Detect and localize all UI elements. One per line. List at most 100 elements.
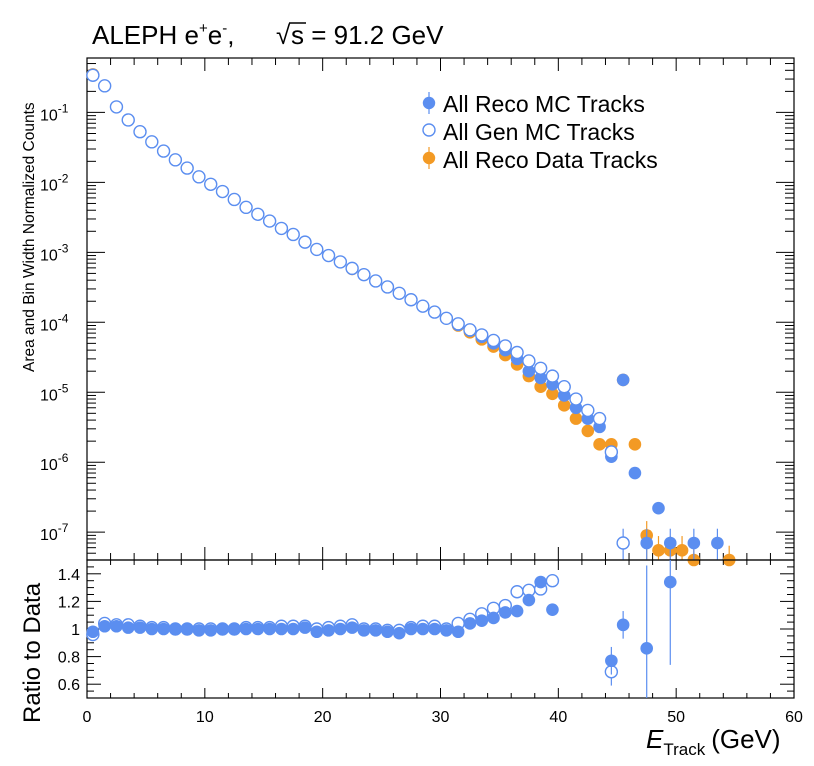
y-tick-label: 10-2 <box>40 171 69 194</box>
data-point-gen-mc <box>274 221 289 236</box>
data-point-gen-mc <box>557 380 571 394</box>
y-tick-label: 0.6 <box>58 677 80 694</box>
data-point-gen-mc <box>180 161 194 175</box>
ratio-point-reco-mc <box>428 622 441 636</box>
data-point-reco-data <box>569 412 583 425</box>
data-point-gen-mc <box>451 317 465 331</box>
data-point-reco-mc <box>652 501 665 515</box>
legend: All Reco MC Tracks All Gen MC Tracks All… <box>422 91 658 173</box>
legend-entry-gen-mc: All Gen MC Tracks <box>422 119 635 145</box>
ratio-point-reco-mc <box>616 618 630 632</box>
ratio-point-reco-mc <box>663 575 677 589</box>
data-point-reco-data <box>534 380 547 394</box>
ratio-point-reco-mc <box>216 622 229 636</box>
ratio-point-reco-mc <box>263 622 276 636</box>
data-point-reco-data <box>546 387 559 401</box>
main-plot-axes: 10-1 10-2 10-3 10-4 10-5 10-6 10-7 <box>40 58 795 561</box>
ratio-point-reco-mc <box>546 603 559 616</box>
ratio-point-reco-mc <box>98 619 111 633</box>
data-point-reco-data <box>557 399 571 412</box>
data-point-reco-mc <box>711 536 724 550</box>
ratio-point-reco-mc <box>357 624 371 637</box>
data-point-gen-mc <box>533 361 548 375</box>
data-point-reco-mc <box>616 373 630 387</box>
data-point-gen-mc <box>616 536 630 550</box>
data-point-gen-mc <box>239 200 253 215</box>
ratio-point-reco-mc <box>169 622 182 636</box>
ratio-point-reco-mc <box>369 624 382 637</box>
data-point-reco-mc <box>628 466 642 480</box>
y-tick-label: 1 <box>71 622 80 639</box>
legend-label-reco-mc: All Reco MC Tracks <box>443 91 645 117</box>
chart-title: ALEPH e+e-, <box>92 20 234 50</box>
data-point-reco-data <box>652 544 665 557</box>
data-point-gen-mc <box>404 293 418 307</box>
data-point-reco-data <box>628 438 642 451</box>
ratio-point-gen-mc <box>545 574 560 588</box>
x-tick-label: 20 <box>314 709 332 726</box>
legend-marker-gen-mc <box>422 123 436 137</box>
y-tick-label: 1.4 <box>58 567 80 584</box>
ratio-point-reco-mc <box>227 622 241 636</box>
main-plot-points <box>86 68 736 567</box>
data-point-gen-mc <box>86 68 100 82</box>
legend-marker-reco-data <box>422 151 436 165</box>
x-tick-label: 40 <box>549 709 567 726</box>
ratio-point-reco-mc <box>534 575 547 589</box>
ratio-point-reco-mc <box>381 625 394 639</box>
data-point-gen-mc <box>357 267 371 282</box>
data-point-gen-mc <box>604 445 619 459</box>
ratio-point-reco-mc <box>440 624 453 637</box>
data-point-gen-mc <box>427 305 442 319</box>
ratio-point-reco-mc <box>392 626 406 640</box>
ratio-point-reco-mc <box>322 624 335 637</box>
ratio-point-reco-mc <box>204 624 218 637</box>
ratio-point-reco-mc <box>251 622 265 636</box>
data-point-gen-mc <box>592 411 607 426</box>
ratio-point-reco-mc <box>239 622 253 636</box>
ratio-point-reco-mc <box>157 622 170 636</box>
ratio-point-reco-mc <box>463 617 477 630</box>
ratio-point-reco-mc <box>475 614 489 628</box>
ratio-plot-axes: 0 10 20 30 40 50 60 1.4 1.2 1 0.8 0.6 <box>58 559 803 726</box>
data-point-gen-mc <box>310 242 324 257</box>
main-y-axis-label: Area and Bin Width Normalized Counts <box>21 102 38 372</box>
x-tick-label: 10 <box>196 709 214 726</box>
ratio-point-reco-mc <box>345 621 359 634</box>
ratio-point-reco-mc <box>605 654 618 668</box>
data-point-gen-mc <box>416 299 430 313</box>
ratio-point-reco-mc <box>275 622 288 636</box>
ratio-point-reco-mc <box>180 622 194 636</box>
data-point-gen-mc <box>168 153 183 167</box>
data-point-gen-mc <box>251 207 265 221</box>
data-point-reco-data <box>593 438 606 451</box>
ratio-point-reco-mc <box>640 642 654 655</box>
y-tick-label: 10-7 <box>40 521 69 544</box>
data-point-gen-mc <box>109 100 124 114</box>
y-tick-label: 10-6 <box>40 451 69 474</box>
data-point-gen-mc <box>380 280 395 294</box>
ratio-point-reco-mc <box>110 619 123 633</box>
x-axis-label: ETrack (GeV) <box>646 724 781 759</box>
ratio-point-reco-mc <box>298 621 312 634</box>
data-point-gen-mc <box>97 79 112 93</box>
data-point-gen-mc <box>286 227 300 242</box>
ratio-point-reco-mc <box>451 625 465 639</box>
data-point-gen-mc <box>215 184 230 199</box>
ratio-point-reco-mc <box>121 621 135 634</box>
data-point-gen-mc <box>522 354 536 368</box>
data-point-gen-mc <box>486 333 501 348</box>
data-point-gen-mc <box>545 369 560 383</box>
data-point-gen-mc <box>475 328 489 342</box>
legend-entry-reco-mc: All Reco MC Tracks <box>422 91 645 117</box>
data-point-gen-mc <box>227 192 241 207</box>
data-point-gen-mc <box>145 135 159 149</box>
ratio-point-reco-mc <box>487 611 500 625</box>
x-tick-label: 60 <box>785 709 803 726</box>
y-tick-label: 10-3 <box>40 241 69 264</box>
data-point-reco-mc <box>687 536 701 550</box>
ratio-point-reco-mc <box>404 622 418 636</box>
data-point-gen-mc <box>133 125 147 139</box>
data-point-gen-mc <box>569 392 583 406</box>
data-point-gen-mc <box>368 274 383 288</box>
